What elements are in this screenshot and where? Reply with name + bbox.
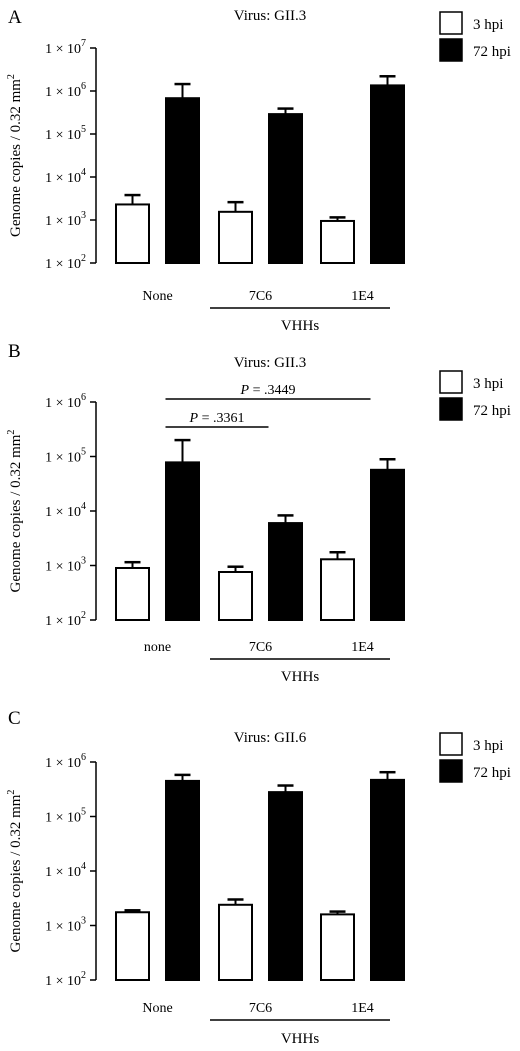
legend-swatch-72-hpi <box>439 397 463 421</box>
x-category-label: 7C6 <box>249 289 272 304</box>
y-tick-label: 1 × 105 <box>45 807 86 826</box>
legend-label: 72 hpi <box>473 44 511 60</box>
legend-label: 3 hpi <box>473 738 503 754</box>
x-category-label: 1E4 <box>351 640 374 655</box>
legend-label: 72 hpi <box>473 765 511 781</box>
bar-72-hpi-7c6 <box>268 113 303 264</box>
y-tick-label: 1 × 106 <box>45 392 86 411</box>
panel-c: C Virus: GII.6 Genome copies / 0.32 mm2 1 ×… <box>6 708 511 1047</box>
bar-72-hpi-7c6 <box>268 522 303 621</box>
legend-swatch-3-hpi <box>439 11 463 35</box>
bar-3-hpi-1e4 <box>320 219 355 264</box>
legend-label: 72 hpi <box>473 403 511 419</box>
panel-a: A Virus: GII.3 Genome copies / 0.32 mm2 1 ×… <box>6 7 511 334</box>
group-label: VHHs <box>281 318 319 334</box>
y-tick-label: 1 × 107 <box>45 38 86 57</box>
p-value-label: P = .3449 <box>240 383 296 398</box>
y-tick-label: 1 × 105 <box>45 447 86 466</box>
legend-swatch-72-hpi <box>439 38 463 62</box>
bar-3-hpi-1e4 <box>320 913 355 982</box>
bar-72-hpi-7c6 <box>268 791 303 981</box>
y-tick-label: 1 × 104 <box>45 167 86 186</box>
x-category-label: 7C6 <box>249 640 272 655</box>
x-category-label: 1E4 <box>351 1001 374 1016</box>
x-category-label: None <box>142 1001 172 1016</box>
y-tick-label: 1 × 105 <box>45 124 86 143</box>
bar-72-hpi-none <box>165 461 200 621</box>
chart-title: Virus: GII.3 <box>234 355 306 371</box>
x-category-label: none <box>144 640 171 655</box>
y-tick-label: 1 × 103 <box>45 210 86 229</box>
panel-label: A <box>8 7 22 28</box>
y-axis-label: Genome copies / 0.32 mm2 <box>6 430 24 593</box>
bar-72-hpi-1e4 <box>370 84 405 264</box>
chart-title: Virus: GII.3 <box>234 8 306 24</box>
y-axis-label: Genome copies / 0.32 mm2 <box>6 790 24 953</box>
legend-label: 3 hpi <box>473 376 503 392</box>
y-tick-label: 1 × 102 <box>45 610 86 629</box>
p-value-label: P = .3361 <box>189 411 245 426</box>
legend-label: 3 hpi <box>473 17 503 33</box>
panel-label: B <box>8 341 21 362</box>
y-axis-label: Genome copies / 0.32 mm2 <box>6 74 24 237</box>
group-label: VHHs <box>281 669 319 685</box>
legend-swatch-3-hpi <box>439 732 463 756</box>
group-label: VHHs <box>281 1031 319 1047</box>
y-tick-label: 1 × 103 <box>45 916 86 935</box>
bar-72-hpi-1e4 <box>370 778 405 981</box>
y-tick-label: 1 × 106 <box>45 752 86 771</box>
legend-swatch-3-hpi <box>439 370 463 394</box>
x-category-label: 7C6 <box>249 1001 272 1016</box>
bar-3-hpi-1e4 <box>320 558 355 622</box>
y-tick-label: 1 × 103 <box>45 556 86 575</box>
y-tick-label: 1 × 104 <box>45 861 86 880</box>
bar-72-hpi-1e4 <box>370 468 405 621</box>
legend-swatch-72-hpi <box>439 759 463 783</box>
bar-3-hpi-7c6 <box>218 903 253 982</box>
x-category-label: 1E4 <box>351 289 374 304</box>
bar-3-hpi-7c6 <box>218 210 253 264</box>
y-tick-label: 1 × 102 <box>45 253 86 272</box>
x-category-label: None <box>142 289 172 304</box>
y-tick-label: 1 × 106 <box>45 81 86 100</box>
bar-3-hpi-7c6 <box>218 570 253 622</box>
panel-label: C <box>8 708 21 729</box>
bar-72-hpi-none <box>165 779 200 981</box>
bar-3-hpi-none <box>115 203 150 265</box>
bar-3-hpi-none <box>115 566 150 621</box>
bar-72-hpi-none <box>165 97 200 264</box>
y-tick-label: 1 × 102 <box>45 970 86 989</box>
panel-b: B Virus: GII.3 Genome copies / 0.32 mm2 1 ×… <box>6 341 511 685</box>
bar-3-hpi-none <box>115 911 150 982</box>
y-tick-label: 1 × 104 <box>45 501 86 520</box>
chart-title: Virus: GII.6 <box>234 730 307 746</box>
